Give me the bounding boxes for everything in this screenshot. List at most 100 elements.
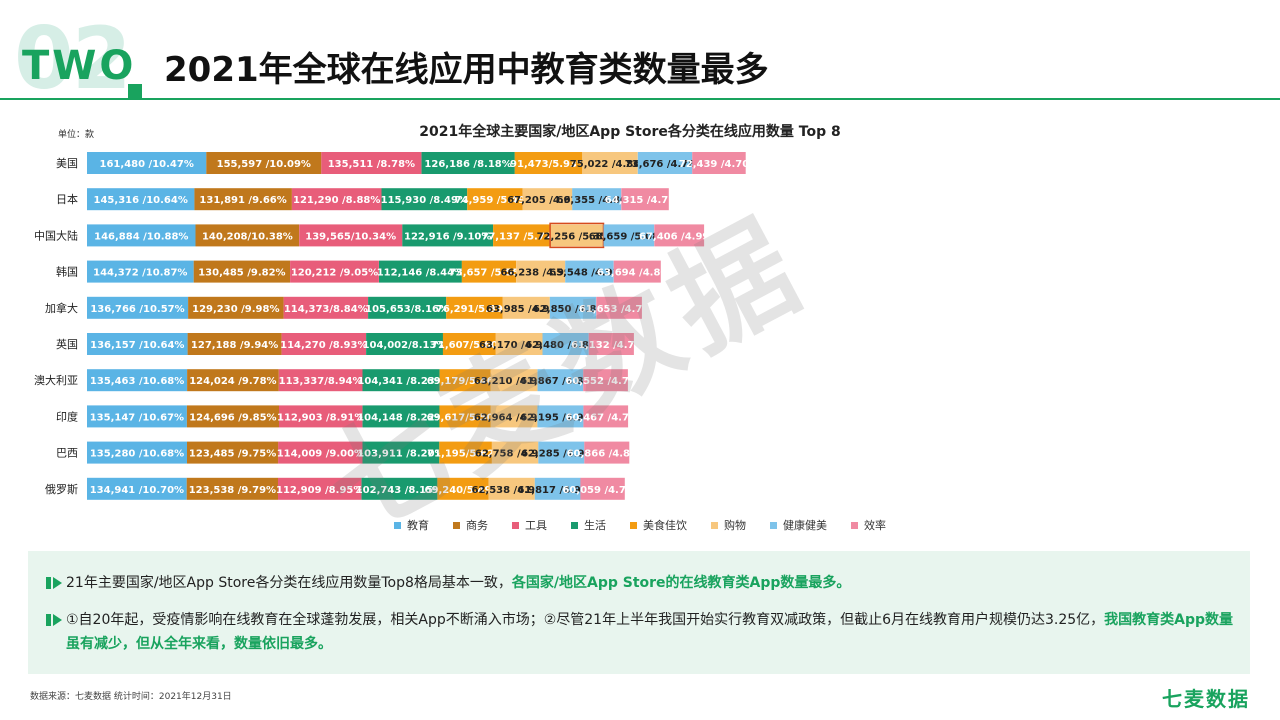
bar-segment [537,405,584,428]
bar-segment [488,477,535,500]
legend-label: 教育 [407,519,429,532]
bar-segment [187,333,282,355]
data-label: 69,179/5.46% [427,376,504,387]
arrow-bullet-icon [46,614,62,626]
stacked-bar-chart: 美国 161,480 /10.47% 155,597 /10.09% 135,511 … [34,152,759,500]
bar-segment [299,224,403,247]
data-label: 63,170 /4.94% [479,340,559,351]
data-label: 63,694 /4.80% [597,268,677,279]
bar-segment [461,260,517,283]
data-label: 135,463 /10.68% [90,376,184,387]
data-label: 62,964 /4.97% [474,412,554,423]
bar-segment [583,369,628,392]
bar-segment [596,296,642,319]
data-label: 126,186 /8.18% [424,159,511,170]
legend-label: 生活 [584,519,606,532]
bar-segment [206,152,322,174]
bar-segment [402,224,494,247]
data-label: 65,548 /4.93% [549,268,629,279]
data-label: 146,884 /10.88% [94,231,188,242]
bar-segment [291,188,382,211]
legend-swatch [453,521,460,529]
legend-label: 美食佳饮 [643,519,687,532]
chart-legend: 教育 商务 工具 生活 美食佳饮 购物 健康健美 效率 [0,517,1280,533]
bar-segment [87,152,207,174]
bar-segment [439,441,492,464]
category-label: 日本 [56,192,78,206]
data-label: 105,653/8.16% [365,304,449,315]
bar-segment [290,260,379,283]
data-label: 73,657 /5.55% [449,268,529,279]
bar-segment [493,224,551,247]
data-label: 66,238 /4.99% [500,268,580,279]
category-label: 美国 [56,157,78,170]
bar-segment [87,405,187,428]
bar-segment [281,333,366,355]
legend-label: 购物 [724,519,746,532]
data-label: 135,147 /10.67% [90,412,184,423]
bar-segment [583,405,629,428]
bar-segment [186,477,278,500]
data-label: 60,467 /4.77% [565,412,645,423]
data-label: 77,137 /5.71% [481,231,561,242]
data-label: 114,009 /9.00% [277,449,364,460]
bar-segment [584,441,630,464]
bar-segment [538,441,585,464]
bar-segment [421,152,515,174]
data-label: 130,485 /9.82% [198,268,285,279]
note-text: ①自20年起，受疫情影响在线教育在全球蓬勃发展，相关App不断涌入市场；②尽管2… [66,612,1105,628]
bar-segment [572,188,622,211]
bar-segment [368,296,447,319]
data-label: 62,480 /4.88% [525,340,605,351]
data-label: 161,480 /10.47% [100,159,194,170]
data-label: 69,617/5.50% [427,412,504,423]
bar-segment [186,405,280,428]
data-label: 67,406 /4.99% [639,231,719,242]
bar-segment [193,260,291,283]
data-label: 114,270 /8.93% [280,340,367,351]
legend-swatch [512,521,519,529]
data-label: 104,148 /8.22% [357,412,444,423]
bar-segment [437,477,489,500]
bar-segment [537,369,584,392]
bar-segment [362,369,440,392]
data-label: 64,315 /4.71% [605,195,685,206]
data-label: 136,766 /10.57% [90,304,184,315]
data-label: 134,941 /10.70% [90,485,184,496]
data-label: 139,565/10.34% [305,231,396,242]
bar-segment [194,188,292,211]
legend-label: 商务 [466,519,488,532]
bar-segment [613,260,661,283]
data-label: 155,597 /10.09% [217,159,311,170]
data-label: 63,210 /4.99% [474,376,554,387]
data-label: 62,285 /4.92% [521,449,601,460]
data-label: 61,867 /4.88% [520,376,600,387]
legend-swatch [571,521,578,529]
bar-segment [588,333,634,355]
bar-segment [87,188,195,211]
bar-segment [534,477,581,500]
note-highlight: 我国教育类App数量虽有减少，但从全年来看，数量依旧最多。 [66,612,1234,652]
bar-segment [446,296,503,319]
data-label: 72,256 /5.35% [537,231,617,242]
legend-item: 健康健美 [770,517,827,533]
bar-segment [361,477,438,500]
bar-segment [362,441,440,464]
data-label: 123,538 /9.79% [189,485,276,496]
legend-item: 工具 [512,517,547,533]
data-label: 140,208/10.38% [202,231,293,242]
data-label: 113,337/8.94% [279,376,363,387]
brand-logo: 七麦数据 [1162,687,1250,711]
data-label: 62,758 /4.96% [475,449,555,460]
legend-swatch [711,521,718,529]
data-label: 135,280 /10.68% [90,449,184,460]
category-label: 英国 [56,337,78,351]
bar-segment [321,152,422,174]
data-label: 104,002/8.13% [363,340,447,351]
note-item: ①自20年起，受疫情影响在线教育在全球蓬勃发展，相关App不断涌入市场；②尽管2… [46,608,1236,656]
bar-segment [550,224,604,247]
category-label: 中国大陆 [34,228,78,242]
unit-label: 单位：款 [58,130,95,140]
legend-swatch [851,521,858,529]
bar-segment [542,333,589,355]
